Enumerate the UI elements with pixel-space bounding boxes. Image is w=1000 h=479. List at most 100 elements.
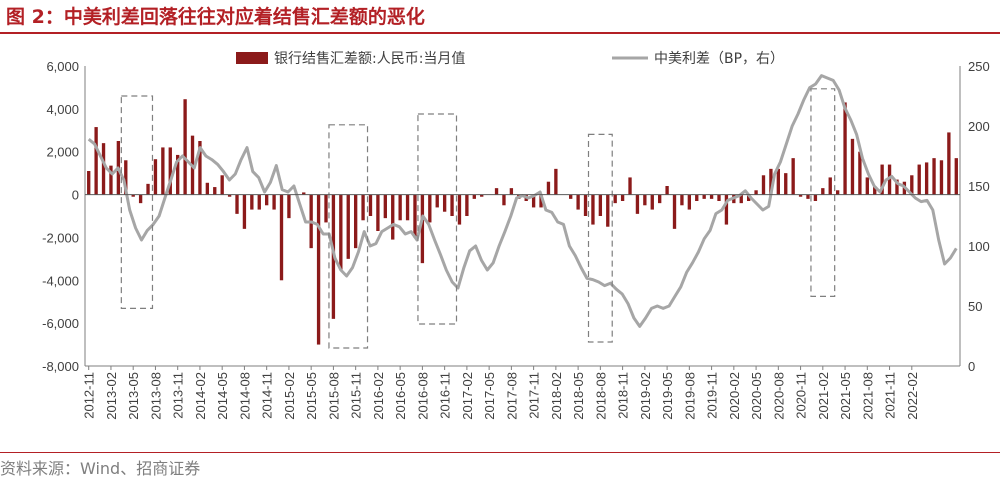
x-tick-label: 2018-11 <box>616 372 631 419</box>
x-tick-label: 2018-08 <box>593 372 608 420</box>
bar-fx-balance <box>813 194 818 201</box>
y-right-tick-label: 50 <box>968 299 982 314</box>
x-tick-label: 2015-11 <box>349 372 364 419</box>
bar-fx-balance <box>917 164 921 195</box>
bar-fx-balance <box>635 194 640 214</box>
bar-fx-balance <box>939 160 944 195</box>
bar-fx-balance <box>450 194 454 216</box>
bar-fx-balance <box>368 194 373 216</box>
bar-fx-balance <box>887 164 892 195</box>
bar-fx-balance <box>672 194 677 229</box>
highlight-box <box>417 113 458 325</box>
bar-fx-balance <box>339 194 343 270</box>
bar-fx-balance <box>502 194 506 206</box>
bar-fx-balance <box>391 194 395 240</box>
legend-label-line: 中美利差（BP，右） <box>654 51 784 67</box>
bar-fx-balance <box>413 194 417 238</box>
y-right-tick-label: 0 <box>968 359 975 374</box>
bar-fx-balance <box>932 158 936 195</box>
y-left-tick-label: 2,000 <box>46 145 79 160</box>
bar-fx-balance <box>509 188 514 195</box>
x-tick-label: 2017-05 <box>482 372 497 420</box>
bar-fx-balance <box>205 182 210 195</box>
x-tick-label: 2015-02 <box>282 372 297 420</box>
bar-fx-balance <box>709 194 714 199</box>
bar-fx-balance <box>361 194 365 221</box>
x-tick-label: 2015-08 <box>326 372 341 420</box>
y-left-tick-label: -4,000 <box>42 273 79 288</box>
x-tick-label: 2018-05 <box>571 372 586 420</box>
y-right-tick-label: 150 <box>968 179 990 194</box>
x-tick-label: 2016-02 <box>371 372 386 420</box>
bar-fx-balance <box>776 168 780 195</box>
bar-fx-balance <box>828 177 832 195</box>
x-tick-label: 2020-05 <box>749 372 764 420</box>
bar-fx-balance <box>873 186 877 195</box>
x-tick-label: 2021-11 <box>883 372 898 419</box>
bar-fx-balance <box>724 194 729 225</box>
bar-fx-balance <box>272 194 276 210</box>
x-tick-label: 2013-11 <box>171 372 186 419</box>
bar-fx-balance <box>146 183 150 195</box>
bar-fx-balance <box>739 194 743 204</box>
bar-fx-balance <box>153 159 158 195</box>
title-divider <box>0 32 1000 34</box>
bar-fx-balance <box>494 188 499 195</box>
x-tick-label: 2021-05 <box>838 372 853 420</box>
bar-fx-balance <box>131 194 135 197</box>
highlight-box <box>810 88 836 298</box>
bar-fx-balance <box>176 154 180 195</box>
bar-fx-balance <box>220 175 224 195</box>
y-left-tick-label: 0 <box>72 188 79 203</box>
bar-fx-balance <box>924 162 929 195</box>
x-tick-label: 2012-11 <box>82 372 97 419</box>
bar-fx-balance <box>198 141 202 195</box>
bar-fx-balance <box>746 194 751 201</box>
bar-fx-balance <box>583 194 588 216</box>
bar-fx-balance <box>806 194 810 199</box>
x-tick-label: 2014-08 <box>237 372 252 420</box>
bar-fx-balance <box>850 138 855 195</box>
bar-fx-balance <box>606 194 610 227</box>
y-right-tick-label: 100 <box>968 239 990 254</box>
y-left-tick-label: -8,000 <box>42 359 79 374</box>
bar-fx-balance <box>353 194 358 249</box>
bar-fx-balance <box>227 194 232 197</box>
bar-fx-balance <box>405 194 410 221</box>
bar-fx-balance <box>138 194 143 204</box>
bar-fx-balance <box>591 194 595 225</box>
x-tick-label: 2016-11 <box>438 372 453 419</box>
bar-fx-balance <box>628 177 632 195</box>
bar-fx-balance <box>428 194 432 223</box>
bar-fx-balance <box>835 190 840 195</box>
series-line-spread <box>87 74 958 328</box>
bar-fx-balance <box>895 179 899 195</box>
bar-fx-balance <box>531 194 536 208</box>
bar-fx-balance <box>250 194 254 210</box>
bar-fx-balance <box>784 173 788 195</box>
highlight-box <box>587 133 613 343</box>
x-tick-label: 2019-02 <box>638 372 653 420</box>
bar-fx-balance <box>702 194 706 199</box>
bar-fx-balance <box>858 151 862 195</box>
x-tick-label: 2014-05 <box>215 372 230 420</box>
x-tick-label: 2016-08 <box>415 372 430 420</box>
legend: 银行结售汇差额:人民币:当月值 中美利差（BP，右） <box>236 51 784 67</box>
highlight-box <box>120 95 154 309</box>
x-tick-label: 2017-08 <box>504 372 519 420</box>
bar-fx-balance <box>613 194 617 204</box>
y-left-tick-label: 6,000 <box>46 59 79 74</box>
bar-fx-balance <box>109 165 113 195</box>
legend-label-bar: 银行结售汇差额:人民币:当月值 <box>274 51 465 67</box>
bar-fx-balance <box>376 194 380 231</box>
bar-fx-balance <box>821 188 825 195</box>
bar-fx-balance <box>101 143 106 195</box>
bar-fx-balance <box>754 190 758 195</box>
bar-fx-balance <box>302 192 306 195</box>
bar-fx-balance <box>465 194 469 216</box>
bar-fx-balance <box>124 160 128 195</box>
bar-fx-balance <box>880 164 884 195</box>
bar-fx-balance <box>798 194 803 197</box>
bar-fx-balance <box>472 194 476 199</box>
chart-canvas: -8,000 -6,000 -4,000 -2,000 0 2,000 4,000 6,000… <box>42 51 990 420</box>
